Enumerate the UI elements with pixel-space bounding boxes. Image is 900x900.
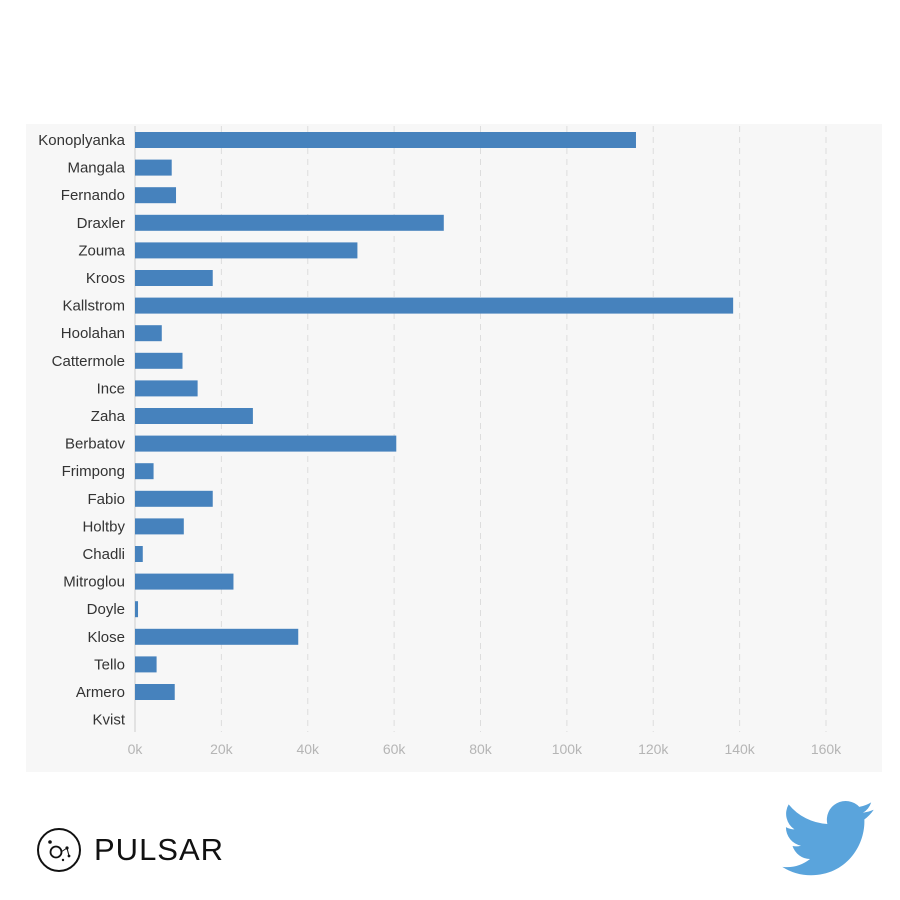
x-tick-label: 140k (724, 741, 755, 757)
category-label: Zaha (91, 408, 126, 425)
x-tick-label: 80k (469, 741, 493, 757)
chart-panel: Konoplyanka Mangala Fernando Draxler Zouma Kr… (26, 124, 882, 772)
bar-chadli (135, 546, 143, 562)
bar-frimpong (135, 463, 154, 480)
category-label: Tello (94, 656, 125, 673)
category-label: Draxler (77, 215, 125, 232)
pulsar-brand: PULSAR (36, 820, 224, 880)
bar-mitroglou (135, 573, 234, 590)
category-label: Holtby (82, 518, 125, 535)
bar-konoplyanka (135, 132, 636, 148)
category-label: Berbatov (65, 436, 126, 453)
x-tick-label: 120k (638, 741, 669, 757)
bar-fernando (135, 187, 177, 204)
bar-zaha (135, 408, 253, 424)
category-label: Kroos (86, 270, 125, 287)
bar-armero (135, 684, 175, 700)
category-label: Doyle (87, 601, 125, 618)
x-tick-label: 60k (383, 741, 407, 757)
pulsar-constellation-icon (37, 828, 81, 872)
category-label: Zouma (78, 242, 125, 259)
category-label: Fabio (87, 491, 125, 508)
category-label: Klose (87, 629, 125, 646)
x-tick-label: 160k (811, 741, 842, 757)
category-label: Armero (76, 684, 125, 701)
bar-cattermole (135, 352, 183, 369)
category-label: Konoplyanka (38, 132, 125, 149)
x-tick-label: 100k (552, 741, 583, 757)
category-label: Chadli (82, 546, 125, 563)
bar-chart: Konoplyanka Mangala Fernando Draxler Zouma Kr… (38, 126, 842, 757)
bar-kallstrom (135, 297, 734, 314)
bar-hoolahan (135, 325, 162, 342)
bar-zouma (135, 242, 358, 259)
twitter-bird-icon (782, 800, 874, 876)
x-tick-label: 20k (210, 741, 234, 757)
pulsar-wordmark: PULSAR (94, 832, 225, 867)
category-label: Frimpong (62, 463, 125, 480)
category-label: Kvist (92, 712, 125, 729)
bar-klose (135, 628, 299, 645)
x-tick-label: 0k (128, 741, 144, 757)
bar-mangala (135, 159, 172, 176)
x-tick-label: 40k (296, 741, 320, 757)
bar-draxler (135, 214, 444, 231)
category-label: Mangala (67, 160, 125, 177)
bar-kroos (135, 270, 213, 286)
category-label: Cattermole (52, 353, 125, 370)
bar-fabio (135, 490, 213, 507)
category-label: Ince (97, 380, 125, 397)
bar-ince (135, 380, 198, 397)
category-label: Mitroglou (63, 574, 125, 591)
category-label: Hoolahan (61, 325, 125, 342)
category-label: Fernando (61, 187, 125, 204)
bar-doyle (135, 601, 139, 618)
category-label: Kallstrom (62, 298, 125, 315)
bar-berbatov (135, 435, 397, 452)
bar-tello (135, 656, 157, 673)
bar-holtby (135, 518, 184, 535)
